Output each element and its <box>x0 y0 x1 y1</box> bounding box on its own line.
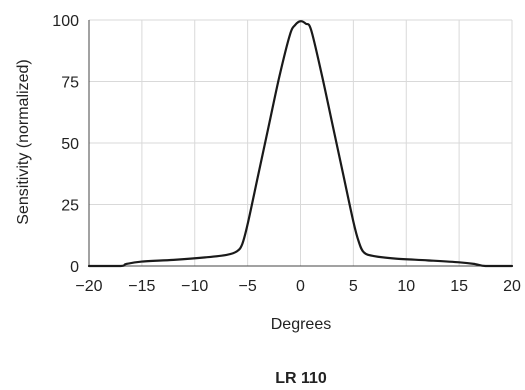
y-tick-label: 75 <box>61 75 79 92</box>
x-tick-label: −15 <box>128 278 155 295</box>
x-tick-label: 10 <box>397 278 415 295</box>
axes <box>88 20 512 267</box>
x-tick-label: −5 <box>239 278 257 295</box>
sensitivity-curve <box>87 20 514 268</box>
y-tick-label: 0 <box>70 259 79 276</box>
x-axis-title: Degrees <box>271 316 331 333</box>
series-layer <box>87 20 514 268</box>
y-tick-label: 50 <box>61 136 79 153</box>
x-tick-label: 15 <box>450 278 468 295</box>
x-tick-label: −10 <box>181 278 208 295</box>
x-tick-label: 20 <box>503 278 521 295</box>
chart-title: LR 110 <box>275 370 327 387</box>
tick-labels: −20 −15 −10 −5 0 5 10 15 20 0 25 50 75 100 <box>52 13 521 295</box>
x-tick-label: −20 <box>75 278 102 295</box>
y-tick-label: 100 <box>52 13 79 30</box>
x-tick-label: 0 <box>296 278 305 295</box>
gridlines <box>89 19 513 266</box>
x-tick-label: 5 <box>349 278 358 295</box>
y-tick-label: 25 <box>61 198 79 215</box>
y-axis-title: Sensitivity (normalized) <box>15 59 32 224</box>
